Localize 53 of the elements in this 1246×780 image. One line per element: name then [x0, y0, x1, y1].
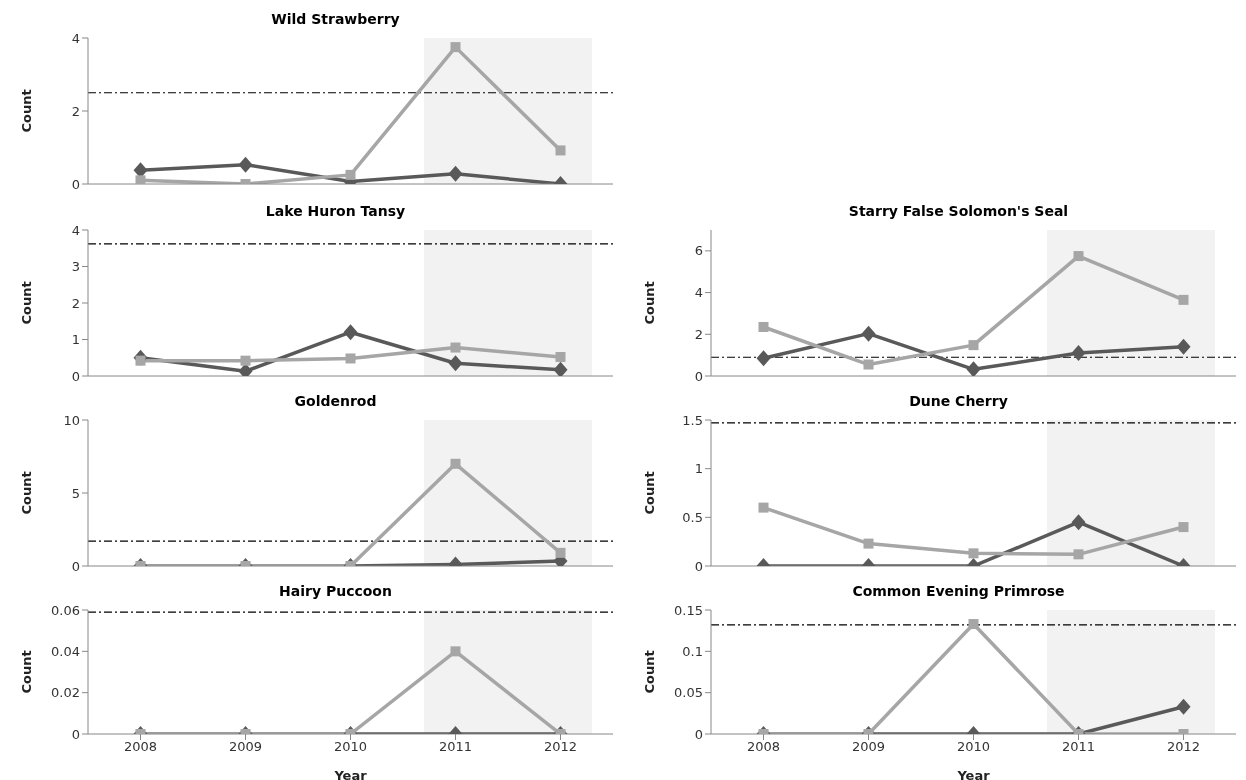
y-tick-label: 1 — [694, 461, 703, 477]
y-tick-label: 5 — [71, 485, 80, 501]
x-tick-label: 2011 — [1061, 739, 1096, 755]
y-tick-label: 10 — [63, 412, 80, 428]
x-tick-label: 2009 — [851, 739, 886, 755]
y-tick-label: 0 — [694, 558, 703, 574]
y-tick-label: 2 — [71, 103, 80, 119]
x-tick-label: 2008 — [123, 739, 158, 755]
y-tick-label: 0.15 — [674, 602, 703, 618]
y-tick-label: 0 — [71, 726, 80, 742]
chart-title: Goldenrod — [293, 392, 378, 411]
y-tick-label: 0.06 — [51, 602, 80, 618]
y-tick-label: 3 — [71, 259, 80, 275]
x-tick-label: 2008 — [746, 739, 781, 755]
y-tick-label: 0 — [71, 176, 80, 192]
y-tick-label: 0 — [71, 558, 80, 574]
chart-title: Wild Strawberry — [270, 10, 401, 29]
y-tick-label: 0 — [694, 368, 703, 384]
chart-title: Common Evening Primrose — [851, 582, 1066, 601]
x-tick-label: 2012 — [543, 739, 578, 755]
y-tick-label: 0.1 — [682, 643, 703, 659]
y-tick-label: 2 — [71, 295, 80, 311]
y-axis-title: Count — [18, 89, 34, 133]
y-tick-label: 4 — [71, 30, 80, 46]
y-tick-label: 0 — [71, 368, 80, 384]
y-tick-label: 0.05 — [674, 685, 703, 701]
x-axis-title: Year — [956, 768, 991, 780]
y-tick-label: 6 — [694, 243, 703, 259]
chart-title: Dune Cherry — [908, 392, 1009, 411]
y-axis-title: Count — [641, 471, 657, 515]
x-tick-label: 2010 — [333, 739, 368, 755]
x-axis-title: Year — [333, 768, 368, 780]
x-tick-label: 2012 — [1166, 739, 1201, 755]
y-tick-label: 0.02 — [51, 685, 80, 701]
y-axis-title: Count — [18, 281, 34, 325]
y-axis-title: Count — [641, 281, 657, 325]
y-tick-label: 1 — [71, 332, 80, 348]
y-axis-title: Count — [18, 650, 34, 694]
x-tick-label: 2011 — [438, 739, 473, 755]
y-tick-label: 0.04 — [51, 643, 80, 659]
y-tick-label: 4 — [694, 285, 703, 301]
y-axis-title: Count — [641, 650, 657, 694]
y-tick-label: 0.5 — [682, 509, 703, 525]
chart-title: Starry False Solomon's Seal — [847, 202, 1070, 221]
x-tick-label: 2009 — [228, 739, 263, 755]
x-tick-label: 2010 — [956, 739, 991, 755]
chart-title: Lake Huron Tansy — [264, 202, 407, 221]
y-tick-label: 2 — [694, 326, 703, 342]
y-tick-label: 4 — [71, 222, 80, 238]
y-tick-label: 1.5 — [682, 412, 703, 428]
chart-title: Hairy Puccoon — [278, 582, 393, 601]
y-axis-title: Count — [18, 471, 34, 515]
y-tick-label: 0 — [694, 726, 703, 742]
